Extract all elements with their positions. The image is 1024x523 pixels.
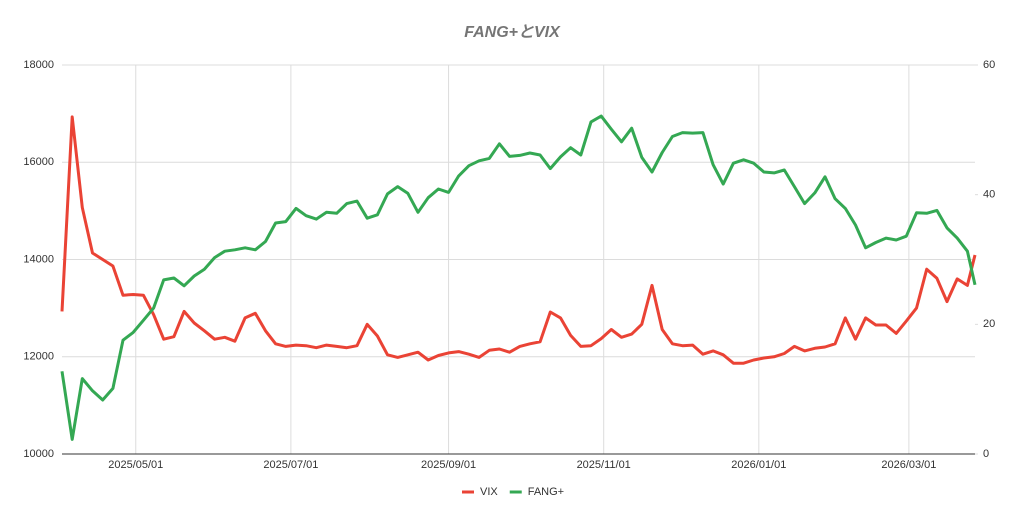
x-tick-label: 2026/03/01 xyxy=(881,459,936,471)
series-line xyxy=(60,114,977,441)
y-tick-label: 10000 xyxy=(23,448,54,460)
chart-title: FANG+とVIX xyxy=(464,24,561,41)
x-tick-label: 2025/07/01 xyxy=(263,459,318,471)
legend-label: VIX xyxy=(480,486,498,498)
y2-tick-label: 0 xyxy=(983,448,989,460)
legend-label: FANG+ xyxy=(528,486,564,498)
y-tick-label: 14000 xyxy=(23,253,54,265)
y-tick-label: 12000 xyxy=(23,351,54,363)
x-tick-label: 2025/11/01 xyxy=(577,459,631,471)
y-tick-label: 18000 xyxy=(23,59,54,71)
x-tick-label: 2026/01/01 xyxy=(731,459,786,471)
y2-tick-label: 40 xyxy=(983,189,995,201)
x-tick-label: 2025/09/01 xyxy=(421,459,476,471)
y-tick-label: 16000 xyxy=(23,156,54,168)
y2-tick-label: 60 xyxy=(983,59,995,71)
series-line xyxy=(60,115,977,365)
y2-tick-label: 20 xyxy=(983,318,995,330)
x-tick-label: 2025/05/01 xyxy=(108,459,163,471)
